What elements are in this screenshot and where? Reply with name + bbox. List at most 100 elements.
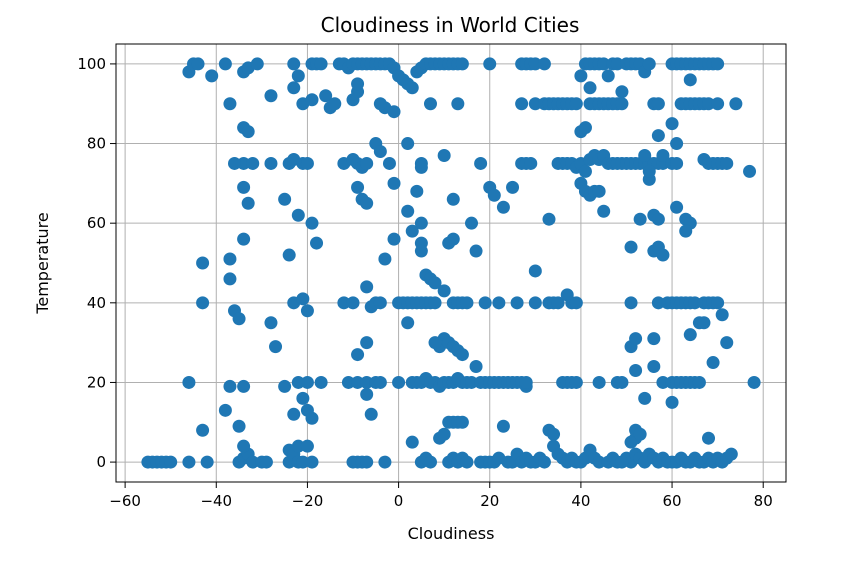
scatter-point [314,375,328,389]
scatter-point [360,387,374,401]
scatter-point [615,97,629,111]
scatter-point [300,375,314,389]
scatter-point [300,439,314,453]
scatter-point [665,117,679,131]
scatter-point [228,156,242,170]
scatter-point [360,455,374,469]
scatter-point [465,216,479,230]
scatter-point [724,447,738,461]
scatter-point [615,455,629,469]
scatter-point [182,375,196,389]
scatter-point [437,148,451,162]
scatter-point [592,455,606,469]
scatter-point [405,224,419,238]
scatter-point [296,391,310,405]
scatter-point [656,248,670,262]
scatter-point [232,312,246,326]
scatter-point [610,57,624,71]
scatter-point [314,57,328,71]
x-tick-label: −20 [292,492,324,510]
scatter-point [715,308,729,322]
scatter-point [401,316,415,330]
scatter-point [537,57,551,71]
scatter-point [706,356,720,370]
scatter-point [291,208,305,222]
scatter-point [423,455,437,469]
y-tick-label: 60 [87,214,106,232]
scatter-point [578,121,592,135]
x-tick-label: −40 [200,492,232,510]
scatter-point [237,232,251,246]
scatter-point [670,137,684,151]
scatter-point [250,57,264,71]
scatter-point [237,379,251,393]
scatter-point [624,240,638,254]
scatter-point [465,375,479,389]
scatter-point [597,57,611,71]
y-tick-label: 0 [96,453,106,471]
scatter-point [469,244,483,258]
scatter-point [547,427,561,441]
scatter-point [223,272,237,286]
scatter-point [474,156,488,170]
scatter-point [642,57,656,71]
scatter-point [510,296,524,310]
scatter-point [387,176,401,190]
scatter-point [269,340,283,354]
scatter-point [378,455,392,469]
scatter-point [624,296,638,310]
scatter-point [300,304,314,318]
scatter-point [341,375,355,389]
scatter-point [638,148,652,162]
scatter-point [455,415,469,429]
scatter-point [246,455,260,469]
scatter-point [351,77,365,91]
scatter-point [478,296,492,310]
y-tick-label: 100 [77,55,106,73]
scatter-point [382,156,396,170]
scatter-point [346,296,360,310]
scatter-point [351,180,365,194]
scatter-point [638,391,652,405]
scatter-point [702,431,716,445]
scatter-point [305,411,319,425]
scatter-point [373,145,387,159]
scatter-point [460,296,474,310]
scatter-point [373,375,387,389]
scatter-point [597,204,611,218]
scatter-point [360,375,374,389]
scatter-point [305,455,319,469]
scatter-point [524,156,538,170]
scatter-point [223,252,237,266]
scatter-point [392,375,406,389]
scatter-point [401,137,415,151]
scatter-point [506,180,520,194]
scatter-point [287,81,301,95]
scatter-point [428,276,442,290]
scatter-point [629,332,643,346]
scatter-point [460,455,474,469]
scatter-point [287,57,301,71]
scatter-point [291,439,305,453]
scatter-point [487,188,501,202]
scatter-point [360,196,374,210]
scatter-point [296,455,310,469]
scatter-point [720,336,734,350]
chart-title: Cloudiness in World Cities [321,13,580,37]
scatter-point [246,156,260,170]
scatter-point [291,375,305,389]
scatter-point [264,316,278,330]
scatter-point [182,455,196,469]
scatter-point [360,156,374,170]
scatter-point [656,148,670,162]
scatter-point [702,97,716,111]
scatter-point [428,336,442,350]
scatter-point [351,375,365,389]
scatter-point [373,97,387,111]
scatter-point [291,69,305,83]
scatter-point [537,455,551,469]
scatter-point [711,296,725,310]
scatter-point [278,192,292,206]
scatter-point [218,403,232,417]
scatter-point [683,328,697,342]
